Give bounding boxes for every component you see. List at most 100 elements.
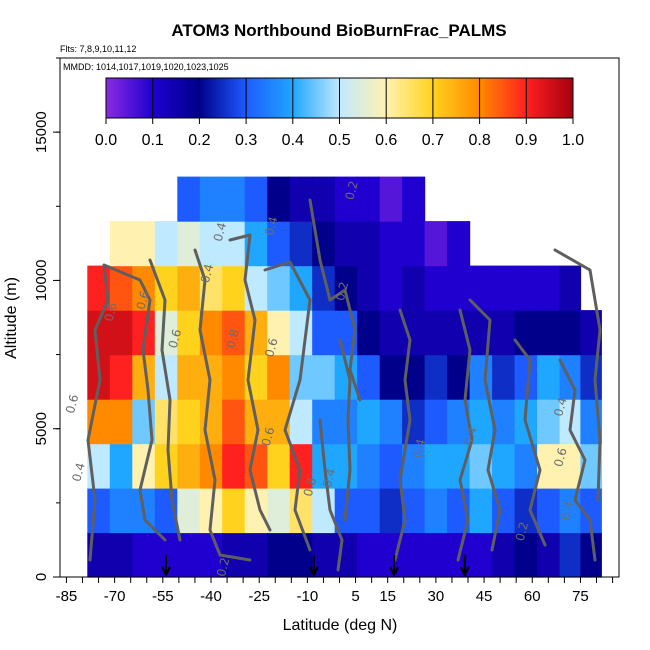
heatmap-cell <box>132 443 156 489</box>
colorbar-tick-label: 0.3 <box>235 132 257 149</box>
heatmap-cell <box>154 310 178 356</box>
heatmap-cell <box>447 310 471 356</box>
heatmap-cell <box>492 354 516 400</box>
heatmap-cell <box>424 310 448 356</box>
heatmap-cell <box>267 532 291 578</box>
heatmap-cell <box>334 399 358 445</box>
x-axis: -85 -70 -55 -40 -25 -10 5 15 30 45 60 75 <box>56 576 619 605</box>
contour-lines <box>86 198 602 572</box>
x-tick-label: 30 <box>428 588 445 605</box>
heatmap-cell <box>379 310 403 356</box>
heatmap-cell <box>379 488 403 534</box>
heatmap-cell <box>537 488 561 534</box>
heatmap-cell <box>222 176 246 222</box>
heatmap-cell <box>537 443 561 489</box>
heatmap-cell <box>424 443 448 489</box>
heatmap-cell <box>199 265 223 311</box>
heatmap-cell <box>222 532 246 578</box>
heatmap-cell <box>244 443 268 489</box>
x-tick-label: 75 <box>572 588 589 605</box>
chart-title: ATOM3 Northbound BioBurnFrac_PALMS <box>171 21 506 40</box>
heatmap-cell <box>177 354 201 400</box>
heatmap-cell <box>222 310 246 356</box>
contour-line <box>338 338 352 522</box>
arrow-head <box>389 566 400 578</box>
heatmap-cell <box>267 310 291 356</box>
heatmap-cell <box>424 221 448 267</box>
heatmap-cell <box>357 443 381 489</box>
contour-line <box>228 233 272 532</box>
heatmap-cell <box>199 354 223 400</box>
colorbar-tick-label: 1.0 <box>562 132 584 149</box>
heatmap-cell <box>222 354 246 400</box>
heatmap-cell <box>154 265 178 311</box>
x-tick-label: -25 <box>248 588 270 605</box>
heatmap-cell <box>492 310 516 356</box>
colorbar-tick-label: 0.5 <box>328 132 350 149</box>
heatmap-cell <box>447 399 471 445</box>
contour-line <box>148 258 182 542</box>
colorbar-tick-label: 0.7 <box>422 132 444 149</box>
contour-label: 0.2 <box>214 556 232 578</box>
contour-label: 0.6 <box>63 393 81 415</box>
heatmap-cell <box>87 310 111 356</box>
x-tick-label: 5 <box>351 588 359 605</box>
heatmap-cell <box>267 354 291 400</box>
heatmap-cell <box>109 532 133 578</box>
heatmap-cell <box>267 176 291 222</box>
heatmap-cell <box>402 310 426 356</box>
contour-line <box>558 358 597 562</box>
contour-label: 0.4 <box>198 262 216 284</box>
heatmap-cell <box>537 399 561 445</box>
contour-label: 0.4 <box>211 221 229 243</box>
heatmap-cell <box>312 310 336 356</box>
heatmap-cell <box>469 443 493 489</box>
heatmap-cell <box>559 354 582 400</box>
contour-line <box>308 198 362 402</box>
contour-label: 0.4 <box>410 437 428 459</box>
heatmap-cell <box>580 354 602 400</box>
heatmap-cell <box>357 176 381 222</box>
contour-label: 0.8 <box>224 328 242 350</box>
colorbar-tick-label: 0.4 <box>282 132 304 149</box>
heatmap-cell <box>379 443 403 489</box>
heatmap-cell <box>537 354 561 400</box>
contour-line <box>318 418 344 572</box>
heatmap-cell <box>109 310 133 356</box>
colorbar-tick-label: 0.2 <box>188 132 210 149</box>
heatmap-cell <box>402 532 426 578</box>
heatmap-cell <box>334 221 358 267</box>
heatmap-cell <box>402 399 426 445</box>
heatmap-cell <box>244 176 268 222</box>
contour-label: 0.4 <box>551 396 569 418</box>
arrow-head <box>308 566 319 578</box>
chart-subtitle-dates: MMDD: 1014,1017,1019,1020,1023,1025 <box>63 62 229 72</box>
x-tick-label: -70 <box>104 588 126 605</box>
heatmap-cell <box>447 443 471 489</box>
heatmap-cell <box>402 443 426 489</box>
heatmap-cell <box>469 265 493 311</box>
y-tick-label: 10000 <box>33 260 50 302</box>
heatmap-cell <box>109 265 133 311</box>
heatmap-cell <box>289 265 313 311</box>
heatmap-cell <box>87 532 111 578</box>
heatmap-cell <box>514 310 538 356</box>
x-tick-label: 60 <box>524 588 541 605</box>
x-tick-label: -55 <box>152 588 174 605</box>
heatmap-cell <box>177 443 201 489</box>
heatmap-cell <box>514 532 538 578</box>
heatmap-cell <box>267 265 291 311</box>
heatmap-cell <box>177 265 201 311</box>
heatmap-cell <box>154 221 178 267</box>
heatmap-cell <box>379 354 403 400</box>
heatmap-cell <box>132 532 156 578</box>
heatmap-cell <box>289 176 313 222</box>
heatmap-cell <box>357 488 381 534</box>
contour-line <box>86 263 167 562</box>
heatmap-cell <box>289 532 313 578</box>
heatmap-cell <box>154 443 178 489</box>
contour-label: 0.4 <box>262 215 280 237</box>
heatmap-cell <box>222 265 246 311</box>
heatmap-cell <box>379 399 403 445</box>
heatmap-cell <box>402 221 426 267</box>
